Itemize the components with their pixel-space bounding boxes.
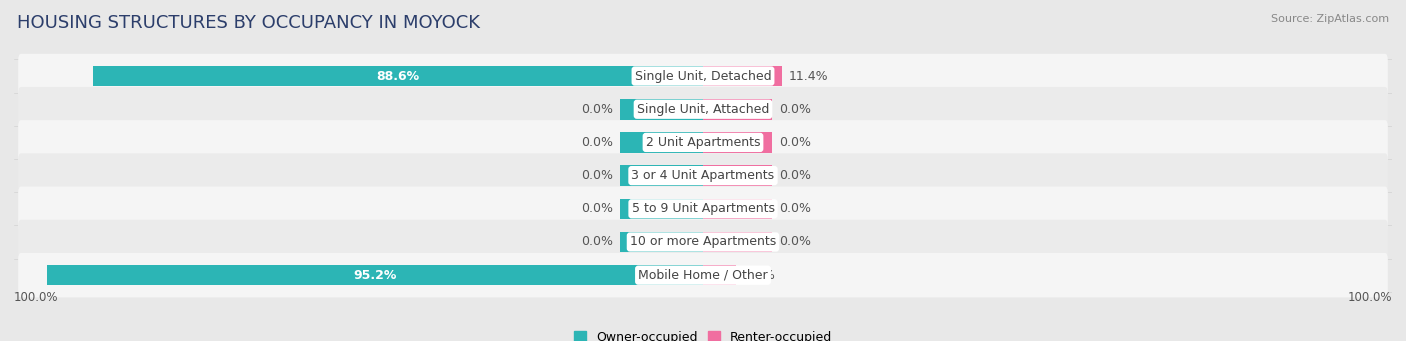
Text: 88.6%: 88.6%: [377, 70, 419, 83]
Text: Source: ZipAtlas.com: Source: ZipAtlas.com: [1271, 14, 1389, 24]
Text: 4.8%: 4.8%: [742, 269, 775, 282]
Bar: [620, 165, 703, 186]
Text: 0.0%: 0.0%: [582, 236, 613, 249]
FancyBboxPatch shape: [18, 153, 1388, 198]
FancyBboxPatch shape: [18, 54, 1388, 98]
Text: 0.0%: 0.0%: [582, 169, 613, 182]
Text: 11.4%: 11.4%: [789, 70, 828, 83]
Bar: [703, 198, 772, 219]
Bar: [620, 132, 703, 153]
Text: 0.0%: 0.0%: [779, 236, 811, 249]
Bar: [620, 232, 703, 252]
Text: 100.0%: 100.0%: [14, 291, 59, 304]
Text: Single Unit, Attached: Single Unit, Attached: [637, 103, 769, 116]
Text: Single Unit, Detached: Single Unit, Detached: [634, 70, 772, 83]
Text: 3 or 4 Unit Apartments: 3 or 4 Unit Apartments: [631, 169, 775, 182]
FancyBboxPatch shape: [18, 253, 1388, 297]
Text: 0.0%: 0.0%: [779, 136, 811, 149]
Text: 0.0%: 0.0%: [582, 103, 613, 116]
Text: 100.0%: 100.0%: [1347, 291, 1392, 304]
FancyBboxPatch shape: [18, 220, 1388, 264]
Text: 95.2%: 95.2%: [353, 269, 396, 282]
Bar: [703, 265, 737, 285]
Text: 0.0%: 0.0%: [582, 202, 613, 215]
Text: 2 Unit Apartments: 2 Unit Apartments: [645, 136, 761, 149]
Bar: [703, 99, 772, 120]
Bar: [703, 232, 772, 252]
Text: 0.0%: 0.0%: [779, 202, 811, 215]
Bar: [48, 265, 703, 285]
Bar: [703, 66, 782, 86]
Bar: [93, 66, 703, 86]
Text: 0.0%: 0.0%: [582, 136, 613, 149]
FancyBboxPatch shape: [18, 187, 1388, 231]
Bar: [703, 165, 772, 186]
Text: HOUSING STRUCTURES BY OCCUPANCY IN MOYOCK: HOUSING STRUCTURES BY OCCUPANCY IN MOYOC…: [17, 14, 479, 32]
Text: 0.0%: 0.0%: [779, 103, 811, 116]
Text: 5 to 9 Unit Apartments: 5 to 9 Unit Apartments: [631, 202, 775, 215]
FancyBboxPatch shape: [18, 120, 1388, 165]
Bar: [703, 132, 772, 153]
Bar: [620, 99, 703, 120]
Legend: Owner-occupied, Renter-occupied: Owner-occupied, Renter-occupied: [568, 326, 838, 341]
Text: Mobile Home / Other: Mobile Home / Other: [638, 269, 768, 282]
Bar: [620, 198, 703, 219]
FancyBboxPatch shape: [18, 87, 1388, 132]
Text: 10 or more Apartments: 10 or more Apartments: [630, 236, 776, 249]
Text: 0.0%: 0.0%: [779, 169, 811, 182]
